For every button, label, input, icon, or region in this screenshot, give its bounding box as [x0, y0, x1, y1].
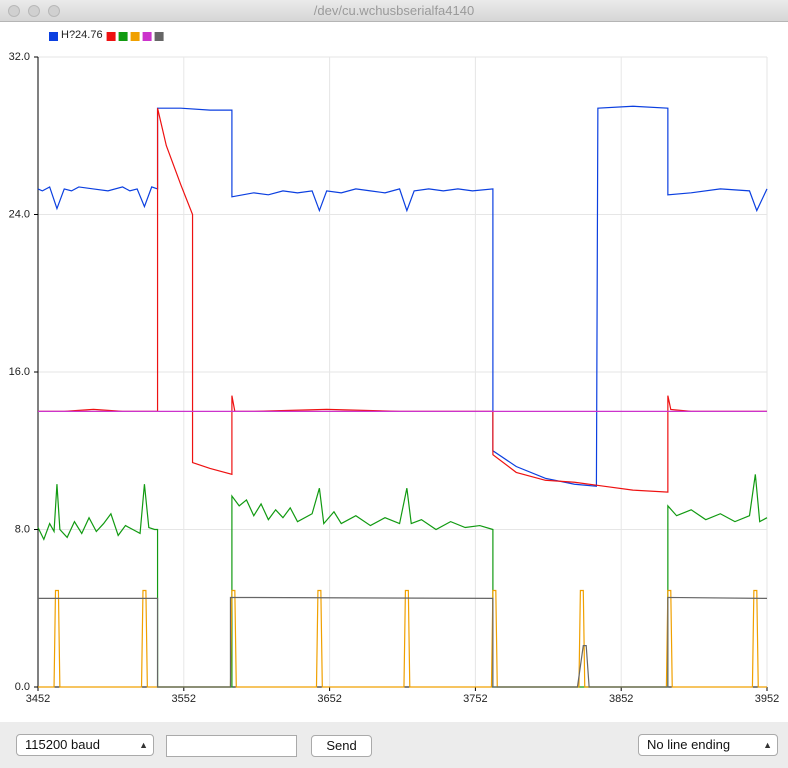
- x-tick-label: 3852: [609, 693, 633, 705]
- close-button[interactable]: [8, 5, 20, 17]
- series-line: [38, 589, 767, 688]
- legend-swatch: [130, 32, 140, 41]
- series-line: [37, 105, 768, 487]
- legend-swatch: [118, 32, 128, 41]
- legend-swatch: [49, 32, 58, 41]
- x-tick-label: 3652: [317, 693, 341, 705]
- select-arrow: ▲: [763, 740, 772, 750]
- legend-swatch: [142, 32, 152, 41]
- title-bar: /dev/cu.wchusbserialfa4140: [0, 0, 788, 22]
- window-title: /dev/cu.wchusbserialfa4140: [313, 3, 475, 18]
- send-input[interactable]: [166, 735, 297, 757]
- send-label: Send: [326, 738, 357, 753]
- y-tick-label: 16.0: [9, 366, 30, 378]
- select-arrow: ▲: [139, 740, 148, 750]
- baud-label: 115200 baud: [25, 737, 100, 752]
- y-tick-label: 0.0: [15, 681, 30, 693]
- send-button[interactable]: Send: [311, 735, 372, 757]
- x-tick-label: 3552: [172, 693, 196, 705]
- line-ending-label: No line ending: [647, 737, 731, 752]
- legend-swatch: [106, 32, 116, 41]
- x-tick-label: 3752: [463, 693, 487, 705]
- y-tick-label: 8.0: [15, 523, 30, 535]
- y-tick-label: 32.0: [9, 51, 30, 63]
- x-tick-label: 3452: [26, 693, 50, 705]
- chart: 0.0 8.0 16.0 24.0 32.0 3452 3552 3652 3752 3852 39…: [0, 22, 788, 722]
- legend-label: H?24.76: [61, 29, 103, 41]
- series-line: [38, 596, 768, 688]
- y-tick-label: 24.0: [9, 208, 30, 220]
- line-ending-select[interactable]: No line ending ▲: [638, 734, 778, 756]
- baud-select[interactable]: 115200 baud ▲: [16, 734, 154, 756]
- legend-swatch: [154, 32, 164, 41]
- x-tick-label: 3952: [755, 693, 779, 705]
- minimize-button[interactable]: [28, 5, 40, 17]
- zoom-button[interactable]: [48, 5, 60, 17]
- series-line: [38, 108, 767, 493]
